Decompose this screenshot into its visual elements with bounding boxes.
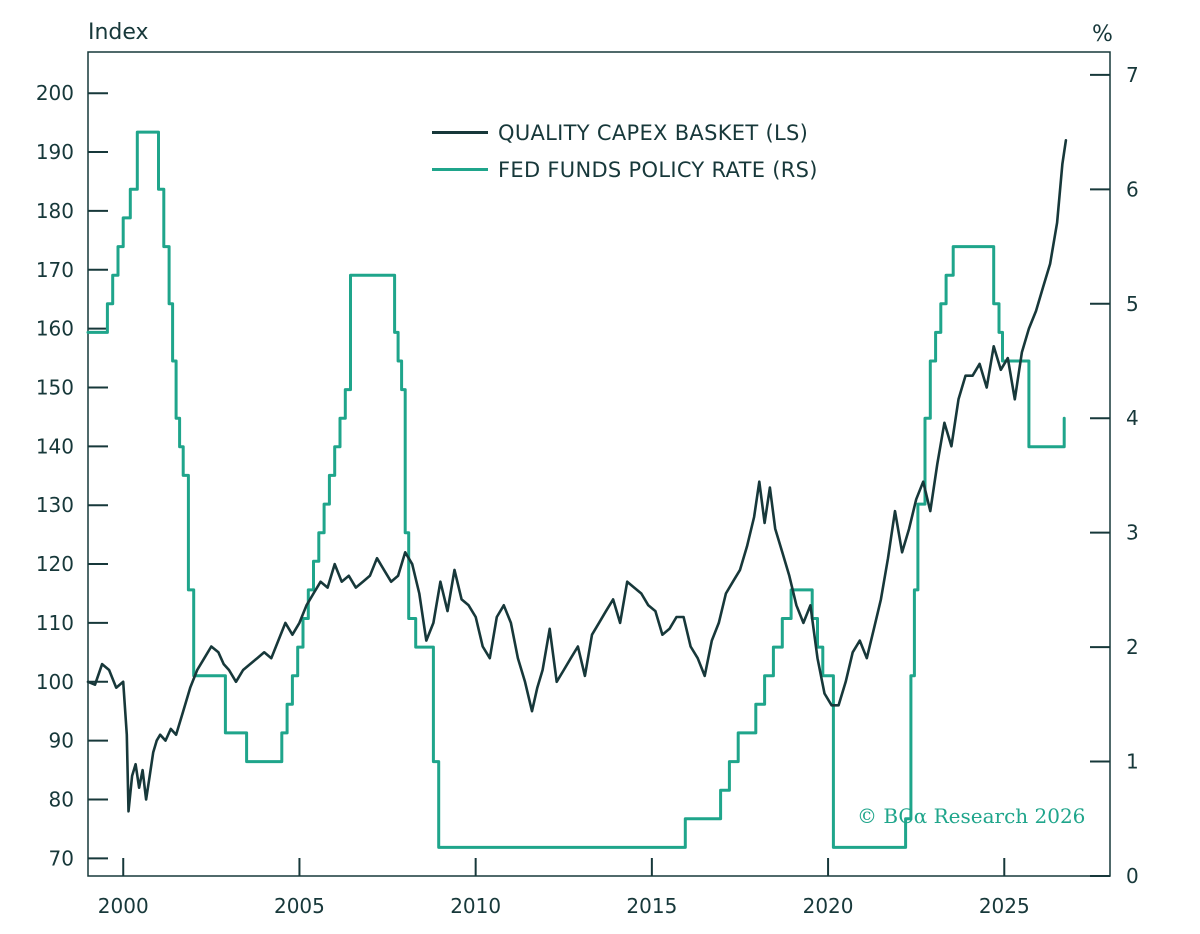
left-axis: 70 80 90 100 110 120 130 140 150 160 170 180 190 200 (36, 81, 108, 870)
right-tick-label: 3 (1126, 521, 1139, 545)
left-tick-label: 160 (36, 317, 74, 341)
left-tick-label: 70 (49, 846, 74, 870)
left-tick-label: 130 (36, 493, 74, 517)
plot-border (87, 51, 1111, 877)
right-tick-label: 5 (1126, 292, 1139, 316)
series-layer (86, 130, 1068, 849)
left-tick-label: 110 (36, 611, 74, 635)
left-tick-label: 90 (49, 729, 74, 753)
right-tick-label: 1 (1126, 750, 1139, 774)
legend-item-basket: QUALITY CAPEX BASKET (LS) (432, 114, 818, 151)
legend-label-basket: QUALITY CAPEX BASKET (LS) (498, 120, 809, 145)
x-tick-label: 2010 (450, 894, 501, 918)
right-axis: 0 1 2 3 4 5 6 7 (1090, 63, 1139, 888)
plot-frame (87, 51, 1111, 877)
legend-swatch-basket (432, 131, 488, 134)
legend: QUALITY CAPEX BASKET (LS) FED FUNDS POLI… (432, 114, 818, 188)
legend-label-fed: FED FUNDS POLICY RATE (RS) (498, 157, 818, 182)
left-tick-label: 170 (36, 258, 74, 282)
left-tick-label: 80 (49, 787, 74, 811)
series-line-fed-funds-rate (86, 130, 1066, 849)
left-tick-label: 150 (36, 375, 74, 399)
legend-item-fed: FED FUNDS POLICY RATE (RS) (432, 151, 818, 188)
x-tick-label: 2020 (803, 894, 854, 918)
x-tick-label: 2025 (979, 894, 1030, 918)
left-tick-label: 120 (36, 552, 74, 576)
right-tick-label: 0 (1126, 864, 1139, 888)
left-tick-label: 180 (36, 199, 74, 223)
x-axis: 2000 2005 2010 2015 2020 2025 (98, 858, 1030, 918)
left-tick-label: 100 (36, 670, 74, 694)
x-tick-label: 2000 (98, 894, 149, 918)
right-tick-label: 7 (1126, 63, 1139, 87)
x-tick-label: 2015 (626, 894, 677, 918)
right-tick-label: 4 (1126, 406, 1139, 430)
left-tick-label: 190 (36, 140, 74, 164)
left-tick-label: 200 (36, 81, 74, 105)
left-axis-title: Index (88, 20, 149, 45)
right-tick-label: 6 (1126, 177, 1139, 201)
legend-swatch-fed (432, 168, 488, 171)
x-tick-label: 2005 (274, 894, 325, 918)
series-line-quality-capex-basket (86, 139, 1068, 813)
right-tick-label: 2 (1126, 635, 1139, 659)
right-axis-title: % (1092, 22, 1113, 47)
left-tick-label: 140 (36, 434, 74, 458)
copyright-label: © BCα Research 2026 (857, 804, 1086, 828)
